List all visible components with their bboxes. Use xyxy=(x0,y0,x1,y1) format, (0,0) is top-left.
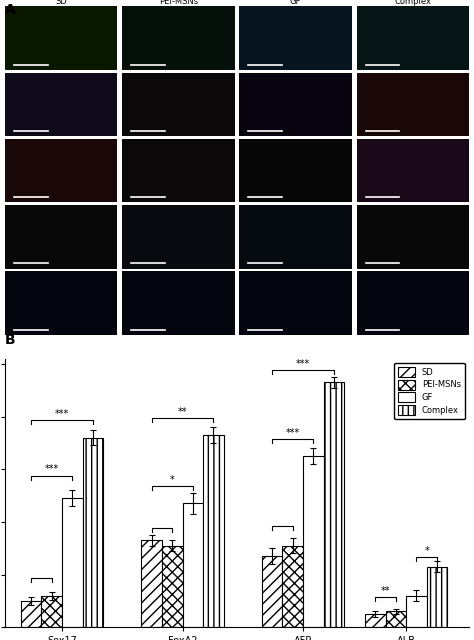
Text: **: ** xyxy=(178,406,187,417)
Bar xyxy=(83,438,103,627)
Text: A: A xyxy=(5,3,16,17)
Bar xyxy=(41,596,62,627)
Bar xyxy=(385,611,406,627)
Bar xyxy=(262,556,283,627)
Bar xyxy=(182,504,203,627)
Title: GF: GF xyxy=(290,0,301,6)
Text: **: ** xyxy=(381,586,390,596)
Title: Complex: Complex xyxy=(394,0,431,6)
Text: ***: *** xyxy=(285,428,300,438)
Bar xyxy=(21,601,41,627)
Title: PEI-MSNs: PEI-MSNs xyxy=(159,0,198,6)
Bar xyxy=(303,456,324,627)
Title: SD: SD xyxy=(55,0,67,6)
Text: B: B xyxy=(5,333,15,347)
Text: ***: *** xyxy=(55,409,69,419)
Bar xyxy=(427,566,447,627)
Bar xyxy=(324,382,344,627)
Bar xyxy=(283,545,303,627)
Text: *: * xyxy=(424,546,429,556)
Bar xyxy=(141,540,162,627)
Text: ***: *** xyxy=(296,359,310,369)
Text: *: * xyxy=(170,475,174,485)
Bar xyxy=(365,614,385,627)
Bar xyxy=(203,435,224,627)
Legend: SD, PEI-MSNs, GF, Complex: SD, PEI-MSNs, GF, Complex xyxy=(394,363,465,419)
Text: ***: *** xyxy=(45,465,59,474)
Bar xyxy=(162,545,182,627)
Bar xyxy=(62,498,83,627)
Bar xyxy=(406,596,427,627)
